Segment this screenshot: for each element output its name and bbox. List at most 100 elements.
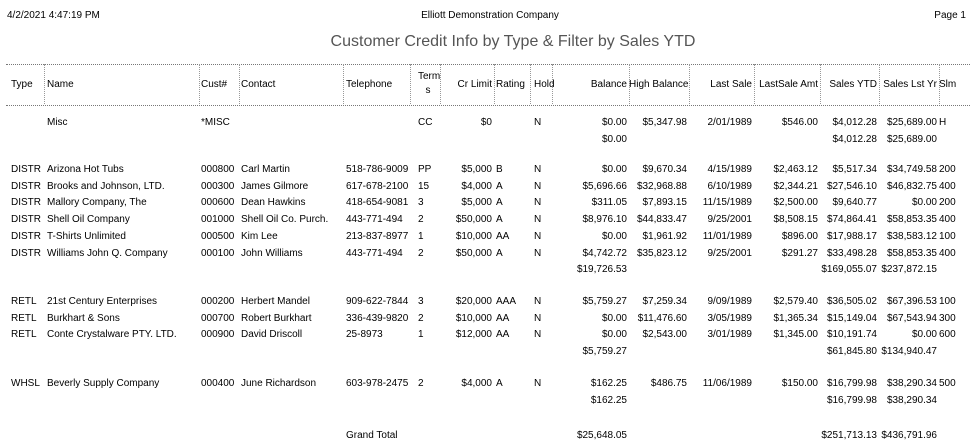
cell-lastyr: $25,689.00 xyxy=(886,117,937,128)
cell-balance: $0.00 xyxy=(601,117,627,128)
cell-ytd: $4,012.28 xyxy=(832,117,878,128)
cell-ytd: $27,546.10 xyxy=(826,180,877,192)
column-header-balance: Balance xyxy=(590,79,627,90)
grand-total-sales-last-year: $436,791.96 xyxy=(881,430,937,441)
grand-total-label: Grand Total xyxy=(346,430,398,441)
cell-balance: $4,742.72 xyxy=(582,247,628,259)
cell-lastsale: 2/01/1989 xyxy=(707,117,753,128)
cell-lastamt: $1,365.34 xyxy=(773,312,819,324)
column-header-contact: Contact xyxy=(241,79,276,90)
cell-name: Williams John Q. Company xyxy=(47,247,168,259)
cell-limit: $5,000 xyxy=(461,197,492,209)
cell-name: T-Shirts Unlimited xyxy=(47,230,126,242)
cell-hold: N xyxy=(534,247,542,259)
header-column-divider xyxy=(44,64,45,104)
header-column-divider xyxy=(530,64,531,104)
cell-phone: 25-8973 xyxy=(346,329,383,341)
cell-lastyr: $0.00 xyxy=(911,329,937,341)
cell-name: Arizona Hot Tubs xyxy=(47,164,124,175)
cell-lastyr: $67,396.53 xyxy=(886,296,937,307)
cell-type: DISTR xyxy=(11,197,41,209)
cell-lastyr: $58,853.35 xyxy=(886,214,937,226)
cell-phone: 909-622-7844 xyxy=(346,296,409,307)
cell-type: DISTR xyxy=(11,230,41,242)
cell-name: Shell Oil Company xyxy=(47,214,130,226)
cell-phone: 443-771-494 xyxy=(346,214,403,226)
cell-name: Burkhart & Sons xyxy=(47,312,120,324)
cell-cust: 000800 xyxy=(201,164,235,175)
cell-lastsale: 3/05/1989 xyxy=(707,312,753,324)
cell-high: $1,961.92 xyxy=(642,230,688,242)
cell-type: RETL xyxy=(11,329,37,341)
cell-ytd: $36,505.02 xyxy=(826,296,877,307)
cell-limit: $10,000 xyxy=(455,312,492,324)
cell-lastsale: 9/25/2001 xyxy=(707,247,753,259)
column-header-lastyr: Sales Lst Yr xyxy=(883,79,937,90)
cell-terms: 2 xyxy=(418,214,424,226)
cell-hold: N xyxy=(534,296,542,307)
cell-slm: 600 xyxy=(939,329,956,341)
report-datetime: 4/2/2021 4:47:19 PM xyxy=(7,10,100,21)
company-name: Elliott Demonstration Company xyxy=(421,10,559,21)
cell-lastyr: $0.00 xyxy=(911,197,937,209)
cell-contact: Carl Martin xyxy=(241,164,290,175)
cell-type: WHSL xyxy=(11,378,40,389)
cell-slm: 500 xyxy=(939,378,956,389)
cell-lastyr: $38,583.12 xyxy=(886,230,937,242)
cell-lastamt: $150.00 xyxy=(781,378,818,389)
cell-balance: $311.05 xyxy=(591,197,627,209)
cell-hold: N xyxy=(534,230,542,242)
cell-type: RETL xyxy=(11,296,37,307)
cell-contact: John Williams xyxy=(241,247,303,259)
column-header-name: Name xyxy=(47,79,74,90)
column-header-terms-top: Term xyxy=(418,71,441,82)
cell-contact: David Driscoll xyxy=(241,329,303,341)
cell-type: DISTR xyxy=(11,180,41,192)
cell-hold: N xyxy=(534,329,542,341)
cell-type: DISTR xyxy=(11,164,41,175)
grand-total-sales-ytd: $251,713.13 xyxy=(821,430,877,441)
cell-limit: $12,000 xyxy=(455,329,492,341)
header-column-divider xyxy=(754,64,755,104)
subtotal-balance: $19,726.53 xyxy=(576,264,627,276)
cell-slm: H xyxy=(939,117,947,128)
cell-lastsale: 4/15/1989 xyxy=(707,164,753,175)
cell-terms: 15 xyxy=(418,180,430,192)
cell-balance: $5,759.27 xyxy=(582,296,628,307)
subtotal-sales-ytd: $16,799.98 xyxy=(826,394,877,406)
header-column-divider xyxy=(343,64,344,104)
cell-type: RETL xyxy=(11,312,37,324)
cell-rating: AAA xyxy=(496,296,517,307)
cell-lastyr: $38,290.34 xyxy=(886,378,937,389)
grand-total-balance: $25,648.05 xyxy=(576,430,627,441)
cell-hold: N xyxy=(534,312,542,324)
cell-balance: $8,976.10 xyxy=(582,214,628,226)
cell-balance: $0.00 xyxy=(601,164,627,175)
header-column-divider xyxy=(239,64,240,104)
column-header-high: High Balance xyxy=(629,79,689,90)
header-column-divider xyxy=(494,64,495,104)
cell-limit: $0 xyxy=(480,117,492,128)
cell-terms: 2 xyxy=(418,378,424,389)
cell-hold: N xyxy=(534,197,542,209)
cell-high: $7,893.15 xyxy=(642,197,688,209)
cell-cust: *MISC xyxy=(201,117,230,128)
cell-rating: A xyxy=(496,378,503,389)
cell-limit: $50,000 xyxy=(455,247,492,259)
cell-lastsale: 11/15/1989 xyxy=(702,197,752,209)
cell-name: Mallory Company, The xyxy=(47,197,147,209)
cell-balance: $0.00 xyxy=(601,230,627,242)
cell-lastsale: 9/25/2001 xyxy=(707,214,753,226)
cell-contact: Herbert Mandel xyxy=(241,296,310,307)
cell-phone: 617-678-2100 xyxy=(346,180,409,192)
column-header-rating: Rating xyxy=(496,79,525,90)
cell-ytd: $16,799.98 xyxy=(826,378,877,389)
cell-cust: 000900 xyxy=(201,329,235,341)
cell-lastyr: $58,853.35 xyxy=(886,247,937,259)
column-header-limit: Cr Limit xyxy=(457,79,492,90)
cell-lastamt: $2,463.12 xyxy=(773,164,819,175)
cell-ytd: $5,517.34 xyxy=(832,164,878,175)
cell-slm: 200 xyxy=(939,164,956,175)
cell-high: $9,670.34 xyxy=(642,164,688,175)
cell-rating: AA xyxy=(496,230,510,242)
